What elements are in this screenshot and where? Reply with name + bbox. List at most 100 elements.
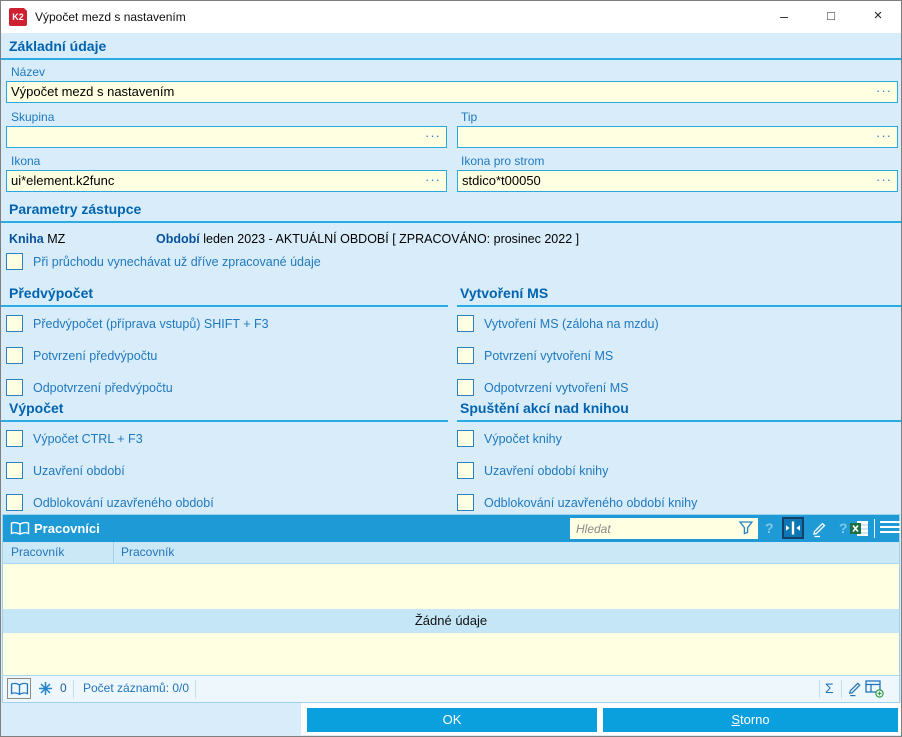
section-create-ms-title: Vytvoření MS	[460, 285, 549, 301]
column-divider[interactable]	[113, 542, 114, 563]
section-book-actions-underline	[457, 420, 901, 422]
add-table-icon[interactable]	[865, 679, 884, 698]
ikona-field[interactable]: ui*element.k2func ···	[6, 170, 447, 192]
menu-icon[interactable]	[880, 521, 900, 536]
filter-icon[interactable]	[738, 520, 754, 536]
tip-field[interactable]: ···	[457, 126, 898, 148]
checkbox-precalc-2[interactable]: Potvrzení předvýpočtu	[6, 347, 157, 364]
workers-grid: Pracovníci ? ?	[2, 514, 900, 703]
checkbox-calc-2-box[interactable]	[6, 462, 23, 479]
ikona-strom-label: Ikona pro strom	[461, 154, 545, 168]
checkbox-skip-processed-box[interactable]	[6, 253, 23, 270]
table-header-row: Pracovník Pracovník	[3, 542, 899, 564]
ikona-ellipsis-button[interactable]: ···	[425, 172, 441, 187]
nazev-field[interactable]: Výpočet mezd s nastavením ···	[6, 81, 898, 103]
skupina-label: Skupina	[11, 110, 55, 124]
checkbox-skip-processed[interactable]: Při průchodu vynechávat už dříve zpracov…	[6, 253, 321, 270]
section-basic-title: Základní údaje	[9, 38, 107, 54]
checkbox-precalc-1[interactable]: Předvýpočet (příprava vstupů) SHIFT + F3	[6, 315, 269, 332]
ikona-value: ui*element.k2func	[11, 173, 115, 188]
checkbox-calc-3-label: Odblokování uzavřeného období	[33, 495, 214, 510]
section-precalc-underline	[1, 305, 448, 307]
ikona-strom-ellipsis-button[interactable]: ···	[876, 172, 892, 187]
checkbox-book-3-label: Odblokování uzavřeného období knihy	[484, 495, 698, 510]
checkbox-create-ms-3-box[interactable]	[457, 379, 474, 396]
section-calc-title: Výpočet	[9, 400, 64, 416]
grid-status-bar: 0 Počet záznamů: 0/0 Σ	[3, 675, 899, 702]
column-header-pracovnik-1[interactable]: Pracovník	[11, 545, 65, 559]
window-title: Výpočet mezd s nastavením	[35, 10, 186, 24]
records-count-label: Počet záznamů: 0/0	[83, 681, 190, 695]
checkbox-precalc-1-label: Předvýpočet (příprava vstupů) SHIFT + F3	[33, 316, 269, 331]
checkbox-create-ms-2-label: Potvrzení vytvoření MS	[484, 348, 614, 363]
checkbox-precalc-3-label: Odpotvrzení předvýpočtu	[33, 380, 173, 395]
checkbox-skip-processed-label: Při průchodu vynechávat už dříve zpracov…	[33, 254, 321, 269]
status-divider	[73, 680, 74, 698]
ikona-strom-field[interactable]: stdico*t00050 ···	[457, 170, 898, 192]
checkbox-precalc-1-box[interactable]	[6, 315, 23, 332]
checkbox-create-ms-1[interactable]: Vytvoření MS (záloha na mzdu)	[457, 315, 659, 332]
split-view-icon[interactable]	[782, 517, 804, 539]
help-icon: ?	[839, 520, 848, 536]
tip-label: Tip	[461, 110, 478, 124]
asterisk-icon	[38, 681, 53, 696]
search-input[interactable]	[570, 518, 758, 539]
record-counter: 0	[60, 681, 67, 695]
kniha-info: Kniha MZ	[9, 232, 65, 246]
checkbox-calc-2[interactable]: Uzavření období	[6, 462, 125, 479]
book-toggle-button[interactable]	[7, 678, 31, 699]
nazev-label: Název	[11, 65, 46, 79]
storno-button[interactable]: Storno	[603, 708, 898, 732]
checkbox-create-ms-1-box[interactable]	[457, 315, 474, 332]
skupina-ellipsis-button[interactable]: ···	[425, 128, 441, 143]
status-divider	[819, 680, 820, 698]
checkbox-create-ms-2-box[interactable]	[457, 347, 474, 364]
nazev-ellipsis-button[interactable]: ···	[876, 83, 892, 98]
checkbox-create-ms-3[interactable]: Odpotvrzení vytvoření MS	[457, 379, 629, 396]
section-params-underline	[1, 221, 901, 223]
obdobi-value: leden 2023 - AKTUÁLNÍ OBDOBÍ [ ZPRACOVÁN…	[203, 232, 580, 246]
ok-button[interactable]: OK	[307, 708, 597, 732]
checkbox-create-ms-1-label: Vytvoření MS (záloha na mzdu)	[484, 316, 659, 331]
checkbox-precalc-2-box[interactable]	[6, 347, 23, 364]
toolbar-divider	[874, 519, 875, 538]
close-button[interactable]: ×	[873, 7, 883, 24]
edit-pencil-icon[interactable]	[810, 520, 828, 538]
checkbox-precalc-2-label: Potvrzení předvýpočtu	[33, 348, 158, 363]
checkbox-book-1-label: Výpočet knihy	[484, 431, 562, 446]
column-header-pracovnik-2[interactable]: Pracovník	[121, 545, 175, 559]
checkbox-calc-3-box[interactable]	[6, 494, 23, 511]
k2-logo-icon: K2	[9, 6, 28, 26]
checkbox-calc-1-box[interactable]	[6, 430, 23, 447]
section-create-ms-underline	[457, 305, 901, 307]
workers-grid-title: Pracovníci	[34, 521, 100, 536]
obdobi-label: Období	[156, 232, 200, 246]
section-params-title: Parametry zástupce	[9, 201, 142, 217]
storno-rest: torno	[740, 712, 770, 727]
checkbox-book-1[interactable]: Výpočet knihy	[457, 430, 562, 447]
maximize-button[interactable]: □	[827, 8, 835, 23]
checkbox-precalc-3[interactable]: Odpotvrzení předvýpočtu	[6, 379, 173, 396]
checkbox-calc-3[interactable]: Odblokování uzavřeného období	[6, 494, 214, 511]
tip-ellipsis-button[interactable]: ···	[876, 128, 892, 143]
checkbox-book-2[interactable]: Uzavření období knihy	[457, 462, 608, 479]
checkbox-book-2-box[interactable]	[457, 462, 474, 479]
checkbox-book-3[interactable]: Odblokování uzavřeného období knihy	[457, 494, 697, 511]
checkbox-book-1-box[interactable]	[457, 430, 474, 447]
skupina-field[interactable]: ···	[6, 126, 447, 148]
excel-export-icon[interactable]	[850, 520, 869, 537]
checkbox-calc-1[interactable]: Výpočet CTRL + F3	[6, 430, 143, 447]
checkbox-book-3-box[interactable]	[457, 494, 474, 511]
section-basic-underline	[1, 58, 901, 60]
nazev-value: Výpočet mezd s nastavením	[11, 84, 175, 99]
section-book-actions-title: Spuštění akcí nad knihou	[460, 400, 629, 416]
ikona-strom-value: stdico*t00050	[462, 173, 541, 188]
help-icon: ?	[765, 520, 774, 536]
checkbox-create-ms-2[interactable]: Potvrzení vytvoření MS	[457, 347, 613, 364]
minimize-button[interactable]: –	[780, 8, 788, 24]
no-data-banner: Žádné údaje	[3, 609, 899, 633]
edit-pencil-icon[interactable]	[846, 680, 863, 697]
table-body[interactable]: Žádné údaje	[3, 564, 899, 676]
sum-sigma-icon[interactable]: Σ	[825, 680, 834, 696]
checkbox-precalc-3-box[interactable]	[6, 379, 23, 396]
